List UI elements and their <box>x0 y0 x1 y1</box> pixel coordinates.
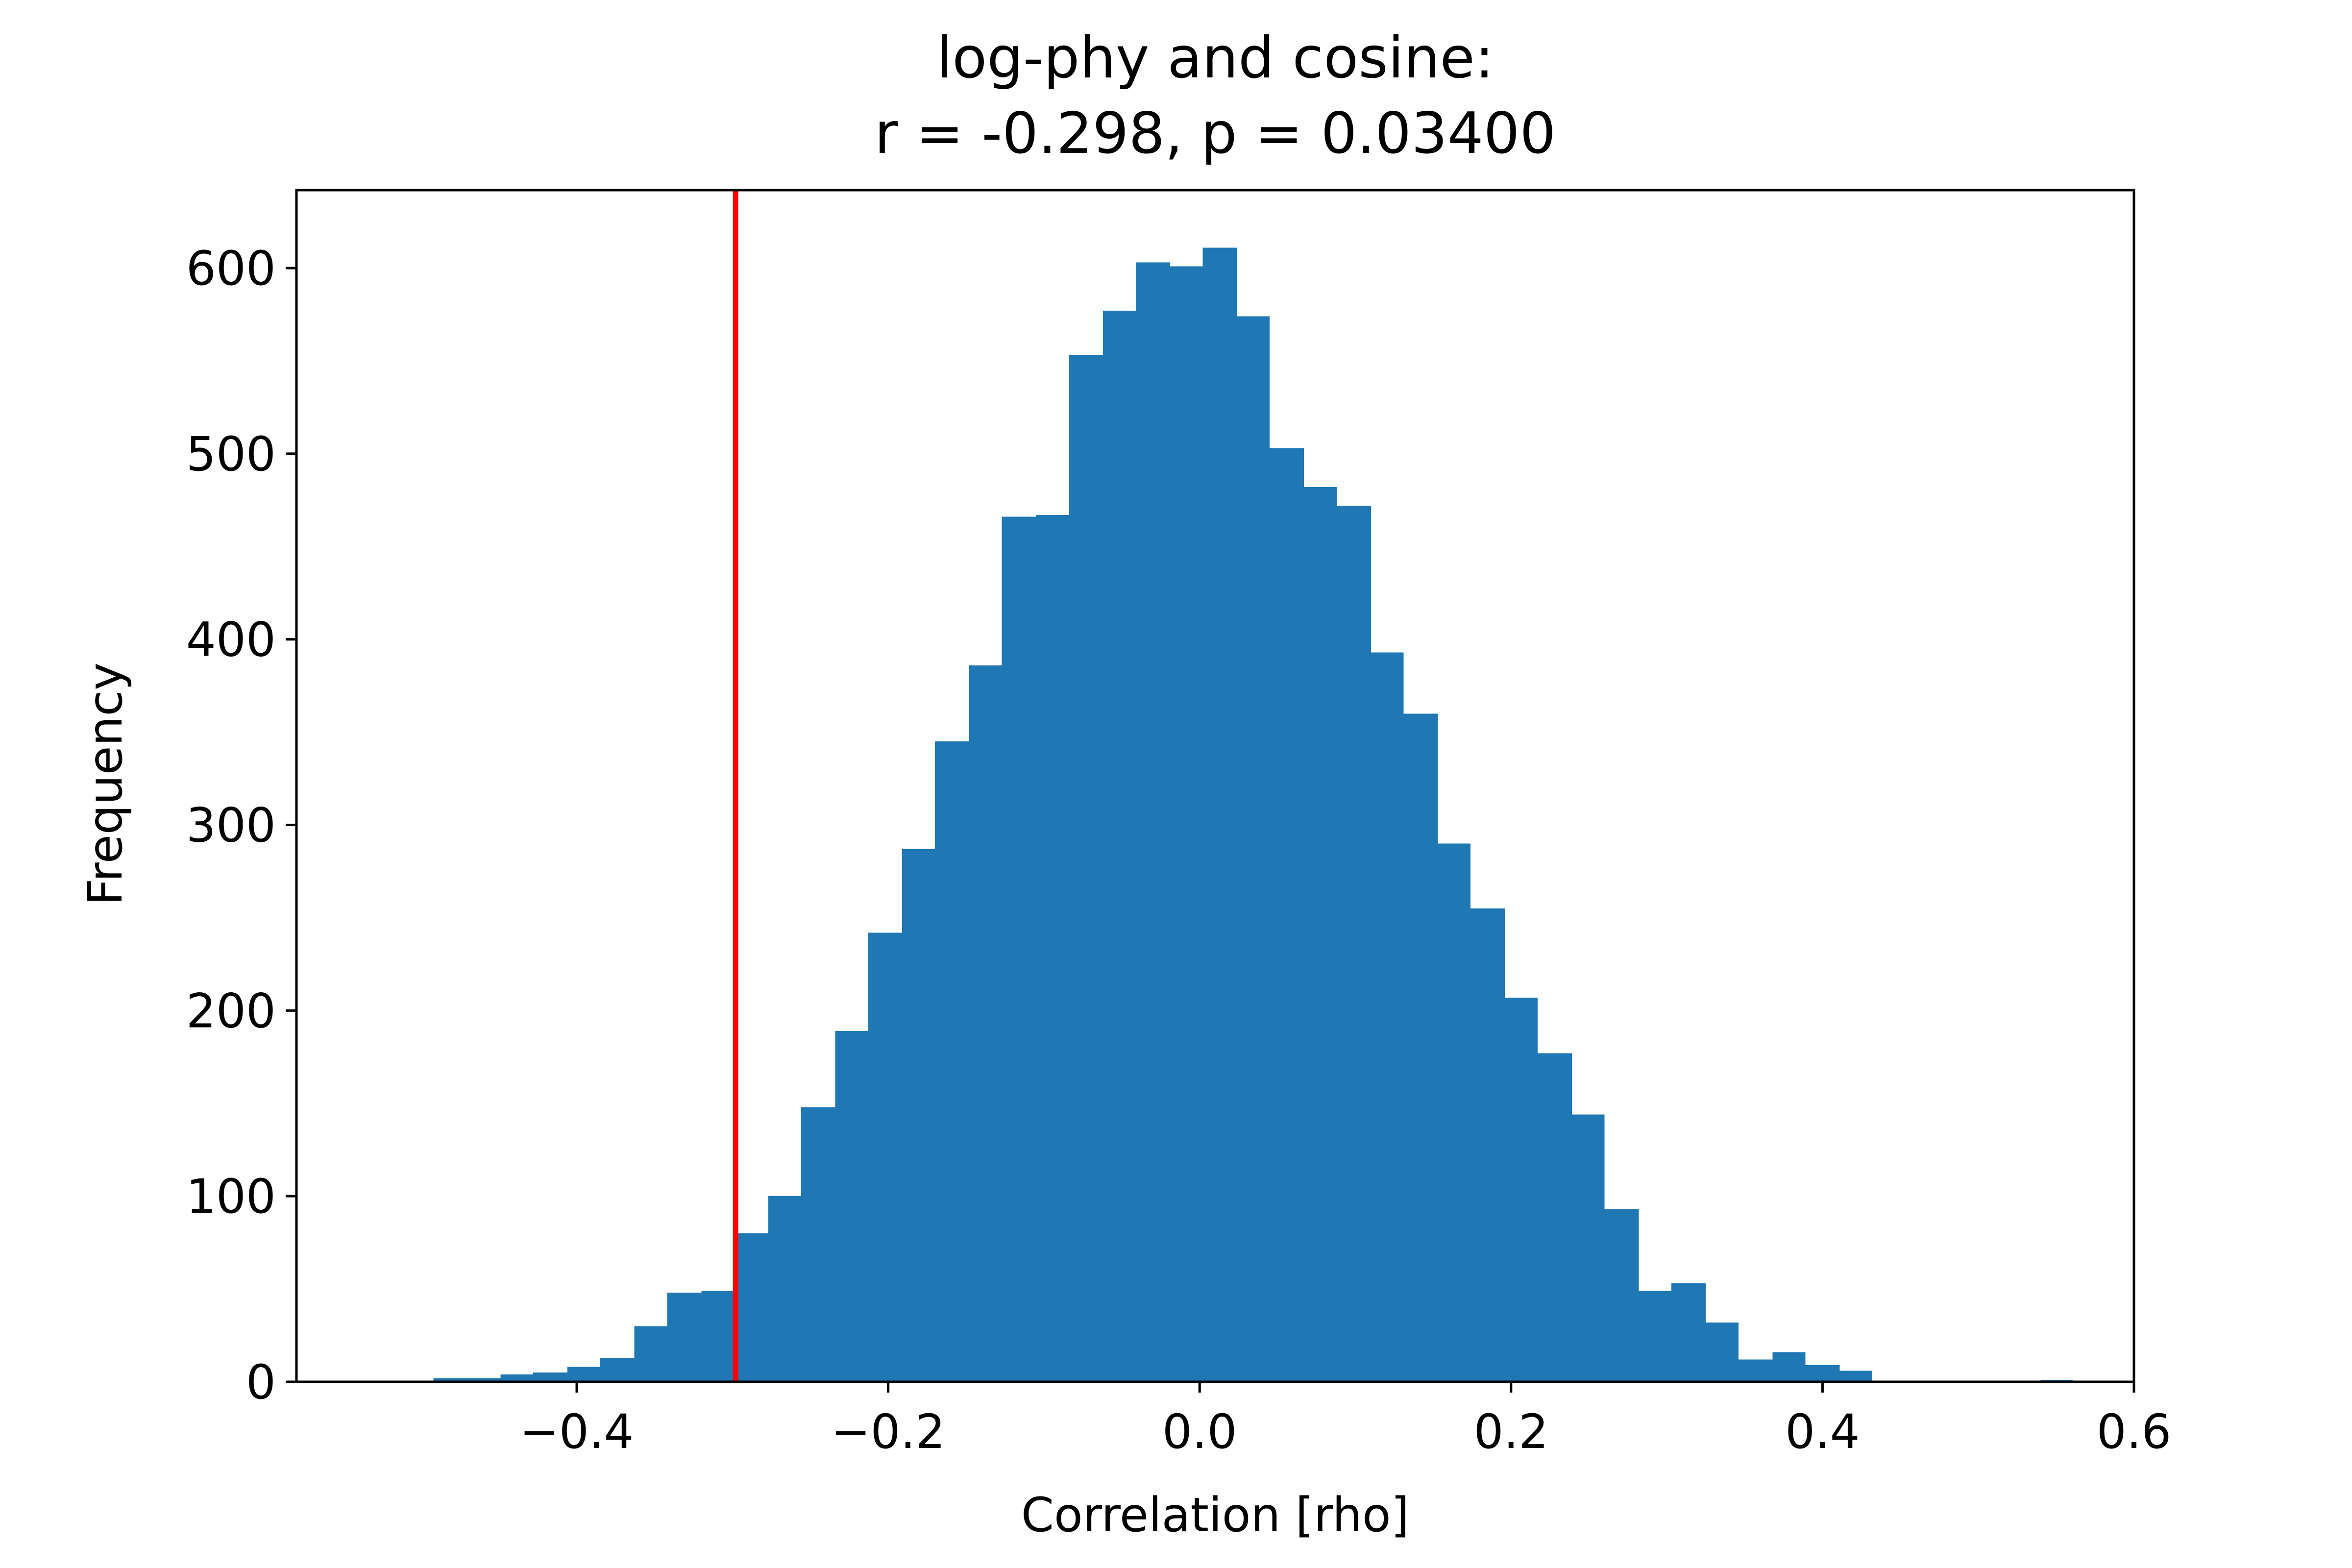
histogram-bar <box>1671 1283 1706 1382</box>
histogram-bar <box>1103 311 1136 1382</box>
histogram-bar <box>1571 1114 1605 1382</box>
x-tick-label: 0.4 <box>1785 1404 1860 1459</box>
histogram-bar <box>835 1031 868 1382</box>
histogram-bar <box>1805 1365 1840 1382</box>
histogram-bar <box>567 1367 600 1382</box>
x-tick-label: 0.0 <box>1162 1404 1237 1459</box>
histogram-bar <box>433 1378 466 1382</box>
histogram-bar <box>1202 247 1237 1382</box>
histogram-bar <box>969 665 1002 1382</box>
histogram-bar <box>466 1378 501 1382</box>
histogram-bar <box>1270 448 1304 1382</box>
histogram-bar <box>1438 843 1471 1382</box>
x-axis-ticks: −0.4 −0.2 0.0 0.2 0.4 0.6 <box>519 1382 2171 1459</box>
y-axis-ticks: 0 100 200 300 400 500 600 <box>186 241 296 1410</box>
histogram-bar <box>1537 1053 1572 1382</box>
histogram-bar <box>1706 1322 1739 1382</box>
x-tick-label: −0.2 <box>831 1404 945 1459</box>
y-tick-label: 300 <box>186 798 276 853</box>
histogram-bar <box>1069 355 1103 1382</box>
histogram-bars <box>433 247 2074 1382</box>
histogram-bar <box>500 1374 534 1382</box>
histogram-bar <box>1170 266 1203 1382</box>
histogram-bar <box>1639 1291 1672 1382</box>
chart-title: log-phy and cosine: <box>936 25 1494 91</box>
histogram-bar <box>600 1357 635 1382</box>
x-tick-label: 0.2 <box>1473 1404 1548 1459</box>
histogram-bar <box>1604 1209 1639 1382</box>
histogram-bar <box>1738 1359 1773 1382</box>
histogram-bar <box>1403 713 1438 1382</box>
histogram-bar <box>1237 316 1270 1382</box>
histogram-bar <box>1304 487 1337 1382</box>
y-tick-label: 100 <box>186 1169 276 1224</box>
histogram-bar <box>1036 514 1069 1382</box>
x-tick-label: 0.6 <box>2097 1404 2172 1459</box>
histogram-bar <box>701 1291 735 1382</box>
histogram-bar <box>1839 1371 1873 1382</box>
histogram-bar <box>1336 505 1371 1382</box>
histogram-bar <box>533 1372 567 1382</box>
histogram-bar <box>1135 262 1170 1382</box>
histogram-bar <box>1371 652 1404 1382</box>
histogram-bar <box>734 1233 768 1382</box>
y-tick-label: 0 <box>246 1355 276 1410</box>
histogram-bar <box>868 932 903 1382</box>
x-axis-label: Correlation [rho] <box>1021 1488 1409 1543</box>
histogram-bar <box>768 1196 801 1382</box>
histogram-bar <box>634 1326 667 1382</box>
histogram-bar <box>1772 1352 1806 1382</box>
histogram-bar <box>934 741 969 1382</box>
y-tick-label: 200 <box>186 983 276 1038</box>
histogram-bar <box>1002 516 1036 1382</box>
chart-subtitle: r = -0.298, p = 0.03400 <box>875 100 1556 167</box>
histogram-bar <box>1505 997 1538 1382</box>
y-tick-label: 500 <box>186 427 276 482</box>
histogram-bar <box>902 849 935 1382</box>
plot-area-frame <box>295 189 2135 1383</box>
x-tick-label: −0.4 <box>519 1404 634 1459</box>
histogram-bar <box>801 1107 835 1382</box>
y-axis-label: Frequency <box>78 662 133 906</box>
y-tick-label: 400 <box>186 612 276 667</box>
histogram-bar <box>667 1293 702 1382</box>
histogram-bar <box>1470 908 1505 1382</box>
y-tick-label: 600 <box>186 241 276 296</box>
